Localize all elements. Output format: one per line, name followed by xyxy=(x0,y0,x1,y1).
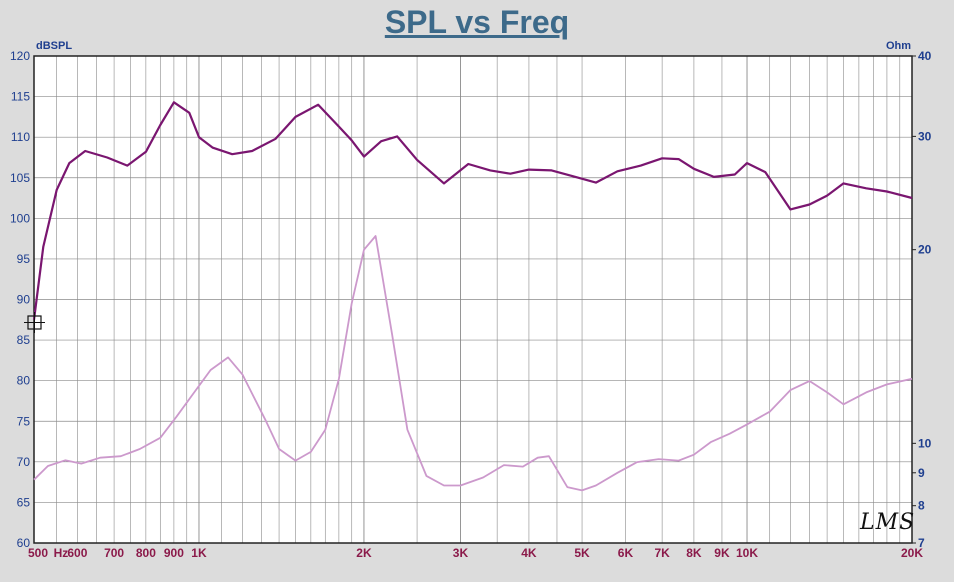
x-tick-label: 8K xyxy=(686,546,702,560)
series-group xyxy=(32,101,913,492)
y-right-tick-label: 8 xyxy=(918,499,925,513)
y-right-axis: 7 8 9 10 20 30 40 xyxy=(912,49,932,550)
x-tick-label: 9K xyxy=(714,546,730,560)
x-tick-label: 900 xyxy=(164,546,184,560)
y-left-tick-label: 95 xyxy=(17,252,31,266)
x-tick-label: 20K xyxy=(901,546,923,560)
y-left-axis: 60 65 70 75 80 85 90 95 100 105 110 115 120 xyxy=(10,49,30,550)
y-right-tick-label: 10 xyxy=(918,436,932,450)
x-tick-label: 7K xyxy=(654,546,670,560)
y-left-tick-label: 85 xyxy=(17,333,31,347)
y-left-tick-label: 115 xyxy=(11,90,30,104)
y-left-tick-label: 105 xyxy=(10,171,30,185)
y-right-tick-label: 30 xyxy=(918,129,932,143)
y-right-tick-label: 7 xyxy=(918,536,925,550)
x-tick-label: 6K xyxy=(618,546,634,560)
y-right-tick-label: 9 xyxy=(918,466,925,480)
y-left-tick-label: 65 xyxy=(17,495,31,509)
y-left-tick-label: 120 xyxy=(10,49,30,63)
x-tick-label: 800 xyxy=(136,546,156,560)
x-tick-label: 4K xyxy=(521,546,537,560)
y-left-tick-label: 60 xyxy=(17,536,31,550)
plot-frame xyxy=(33,55,913,544)
x-tick-label: 5K xyxy=(574,546,590,560)
x-tick-label: 700 xyxy=(104,546,124,560)
y-left-tick-label: 110 xyxy=(11,130,30,144)
x-axis: 500 Hz 600 700 800 900 1K 2K 3K 4K 5K 6K 7K 8K 9K 10K 20… xyxy=(28,546,923,560)
y-right-tick-label: 40 xyxy=(918,49,932,63)
y-left-tick-label: 75 xyxy=(17,414,31,428)
x-tick-label: Hz xyxy=(54,546,69,560)
x-tick-label: 1K xyxy=(191,546,207,560)
x-tick-label: 10K xyxy=(736,546,758,560)
x-tick-label: 600 xyxy=(67,546,87,560)
left-axis-unit: dBSPL xyxy=(36,40,73,52)
grid xyxy=(33,55,913,544)
lms-logo: LMS xyxy=(860,510,916,535)
spl-series-line xyxy=(32,101,913,320)
x-tick-label: 2K xyxy=(356,546,372,560)
chart-title: SPL vs Freq xyxy=(384,4,570,40)
y-left-tick-label: 100 xyxy=(10,211,30,225)
right-axis-unit: Ohm xyxy=(886,40,912,52)
y-left-tick-label: 80 xyxy=(17,374,31,388)
y-left-tick-label: 70 xyxy=(17,455,31,469)
y-right-tick-label: 20 xyxy=(918,243,932,257)
cursor-marker-icon[interactable] xyxy=(24,312,45,333)
x-tick-label: 3K xyxy=(453,546,469,560)
x-tick-label: 500 xyxy=(28,546,48,560)
y-left-tick-label: 90 xyxy=(17,293,31,307)
impedance-series-line xyxy=(33,235,913,492)
